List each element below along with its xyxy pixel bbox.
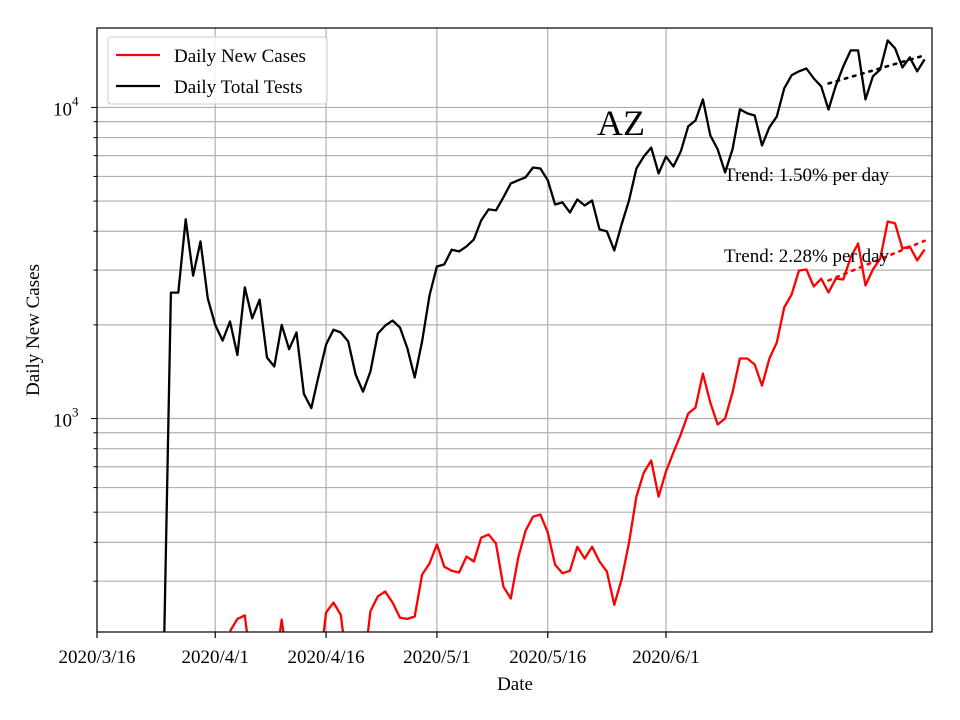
trend-label-tests: Trend: 1.50% per day (724, 165, 889, 186)
series-line-daily-new-cases (229, 220, 926, 632)
plot-background (97, 28, 932, 632)
chart-annotation-title: AZ (597, 103, 645, 143)
plot-frame (96, 27, 933, 633)
x-tick-label: 2020/6/1 (632, 647, 700, 668)
x-tick-label: 2020/5/16 (509, 647, 586, 668)
legend-label-tests: Daily Total Tests (174, 77, 303, 98)
y-axis-label: Daily New Cases (23, 264, 44, 396)
x-tick-label: 2020/4/1 (181, 647, 249, 668)
legend-label-cases: Daily New Cases (174, 46, 306, 67)
trend-label-cases: Trend: 2.28% per day (724, 246, 889, 267)
x-axis-label: Date (497, 674, 533, 695)
y-tick-label: 103 (53, 405, 79, 432)
y-tick-label: 104 (53, 93, 79, 120)
trend-line-tests (827, 54, 926, 85)
x-tick-label: 2020/5/1 (403, 647, 471, 668)
x-tick-label: 2020/4/16 (288, 647, 365, 668)
axis-ticks: 2020/3/16 2020/4/1 2020/4/16 2020/5/1 2020/5… (53, 93, 700, 668)
legend: Daily New Cases Daily Total Tests (107, 36, 328, 105)
legend-box (107, 36, 328, 105)
x-tick-label: 2020/3/16 (58, 647, 135, 668)
series-line-daily-total-tests (163, 39, 926, 632)
series-lines (163, 39, 926, 632)
trend-line-cases (827, 239, 926, 282)
